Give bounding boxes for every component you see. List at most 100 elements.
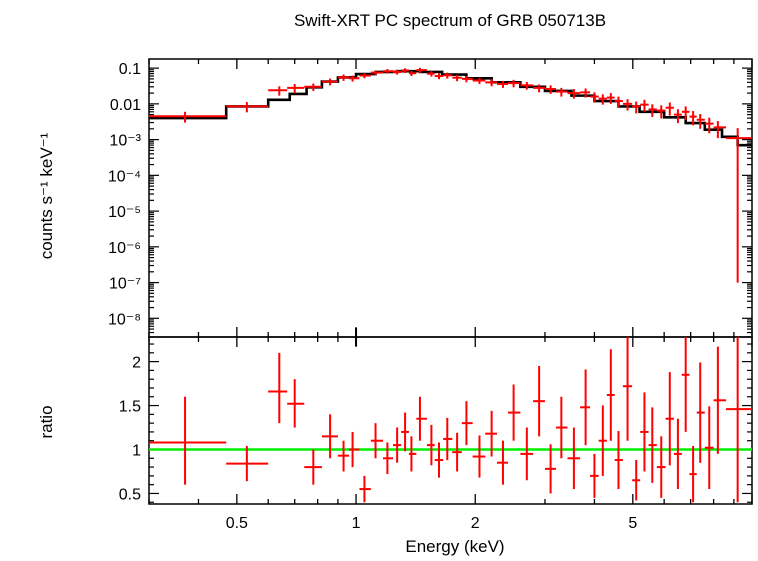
- spectrum-data-point: [416, 67, 427, 73]
- ratio-data-point: [556, 396, 568, 459]
- ratio-y-tick-label: 1: [132, 443, 141, 460]
- x-tick-label: 1: [352, 515, 361, 532]
- spectrum-data-point: [383, 69, 394, 74]
- y-axis-label-spectrum: counts s⁻¹ keV⁻¹: [37, 132, 56, 259]
- spectrum-data-point: [590, 92, 599, 103]
- spectrum-data-point: [508, 79, 521, 88]
- spectrum-data-point: [622, 99, 633, 111]
- spectrum-y-tick-label: 10⁻⁶: [108, 240, 141, 257]
- ratio-data-point: [567, 427, 581, 490]
- spectrum-panel: 0.1 0.01 10⁻³ 10⁻⁴ 10⁻⁵ 10⁻⁶ 10⁻⁷ 10⁻⁸: [108, 58, 753, 346]
- ratio-data-point: [640, 392, 649, 472]
- spectrum-data-point: [304, 83, 322, 91]
- spectrum-data-point: [640, 99, 649, 112]
- ratio-data-point: [665, 372, 674, 466]
- ratio-data-point: [696, 362, 705, 463]
- spectrum-data-point: [485, 79, 498, 87]
- ratio-data-point: [726, 337, 752, 503]
- ratio-data-point: [704, 406, 714, 490]
- spectrum-data-point: [556, 87, 568, 97]
- ratio-data-point: [304, 449, 322, 485]
- ratio-data-point: [533, 366, 545, 437]
- spectrum-data-point: [321, 78, 338, 86]
- spectrum-data-point: [268, 86, 288, 96]
- ratio-data-point: [349, 431, 360, 468]
- spectrum-data-point: [452, 74, 462, 82]
- ratio-data-point: [452, 432, 462, 472]
- ratio-data-point: [497, 440, 509, 485]
- ratio-data-point: [673, 418, 682, 490]
- spectrum-y-tick-label: 10⁻⁴: [108, 168, 141, 185]
- ratio-data-point: [359, 475, 371, 503]
- ratio-data-point: [648, 407, 657, 483]
- spectrum-y-tick-label: 0.1: [119, 61, 141, 78]
- ratio-data-point: [713, 346, 727, 454]
- spectrum-data-point: [472, 77, 486, 84]
- ratio-data-point: [408, 436, 417, 472]
- x-tick-label: 2: [471, 515, 480, 532]
- spectrum-data-point: [434, 73, 444, 80]
- spectrum-data-point: [656, 105, 666, 119]
- x-tick-label: 5: [628, 515, 637, 532]
- spectrum-data-point: [497, 80, 509, 88]
- spectrum-data-point: [665, 102, 674, 116]
- ratio-data-point: [393, 427, 402, 463]
- spectrum-y-tick-label: 10⁻⁷: [109, 276, 141, 293]
- spectrum-data-point: [648, 104, 657, 117]
- spectrum-data-point: [681, 106, 690, 121]
- spectrum-data-point: [426, 71, 435, 77]
- ratio-data-point: [416, 396, 427, 441]
- ratio-data-point: [606, 349, 615, 441]
- ratio-data-point: [622, 337, 633, 441]
- ratio-frame: [148, 336, 753, 505]
- ratio-data-point: [383, 442, 394, 475]
- ratio-data-point: [434, 442, 444, 478]
- spectrum-data-point: [713, 121, 727, 139]
- ratio-panel: 0.5 1 1.5 2 0.5 1 2 5: [119, 336, 753, 532]
- x-tick-label: 0.5: [226, 515, 248, 532]
- ratio-data-point: [426, 424, 435, 466]
- spectrum-data-point: [393, 69, 402, 75]
- spectrum-data-point: [696, 114, 705, 129]
- ratio-data-point: [580, 369, 591, 446]
- spectrum-data-point: [567, 89, 581, 99]
- spectrum-y-tick-label: 10⁻⁵: [108, 204, 141, 221]
- ratio-data-point: [268, 352, 288, 424]
- spectrum-data-point: [673, 109, 682, 124]
- ratio-data-point: [401, 412, 409, 452]
- spectrum-data-point: [461, 76, 473, 83]
- spectrum-y-tick-label: 0.01: [110, 97, 141, 114]
- spectrum-data-point: [149, 111, 227, 123]
- ratio-data-point: [337, 440, 350, 472]
- x-axis-label: Energy (keV): [405, 537, 504, 556]
- spectrum-data-point: [401, 68, 409, 74]
- spectrum-frame: [148, 58, 753, 338]
- spectrum-data-point: [443, 72, 453, 79]
- ratio-data-point: [149, 396, 227, 485]
- spectrum-data-point: [287, 83, 305, 94]
- spectrum-data-point: [408, 70, 417, 77]
- spectrum-data-point: [337, 74, 350, 81]
- ratio-y-tick-label: 0.5: [119, 486, 141, 503]
- chart-title: Swift-XRT PC spectrum of GRB 050713B: [294, 11, 606, 30]
- ratio-data-point: [287, 379, 305, 428]
- spectrum-data-point: [580, 88, 591, 98]
- ratio-data-point: [544, 444, 557, 494]
- spectrum-data-point: [544, 85, 557, 94]
- ratio-data-point: [598, 405, 607, 476]
- ratio-y-tick-label: 2: [132, 355, 141, 372]
- spectrum-data-point: [689, 111, 697, 126]
- ratio-data-point: [485, 410, 498, 457]
- ratio-data-point: [321, 414, 338, 459]
- spectrum-data-point: [704, 117, 714, 134]
- ratio-data-point: [443, 417, 453, 461]
- ratio-data-point: [689, 445, 697, 503]
- spectrum-data-point: [614, 96, 623, 108]
- ratio-data-point: [520, 427, 534, 481]
- ratio-data-point: [656, 436, 666, 498]
- spectrum-data-point: [359, 73, 371, 79]
- ratio-data-point: [614, 431, 623, 490]
- ratio-data-point: [370, 423, 384, 459]
